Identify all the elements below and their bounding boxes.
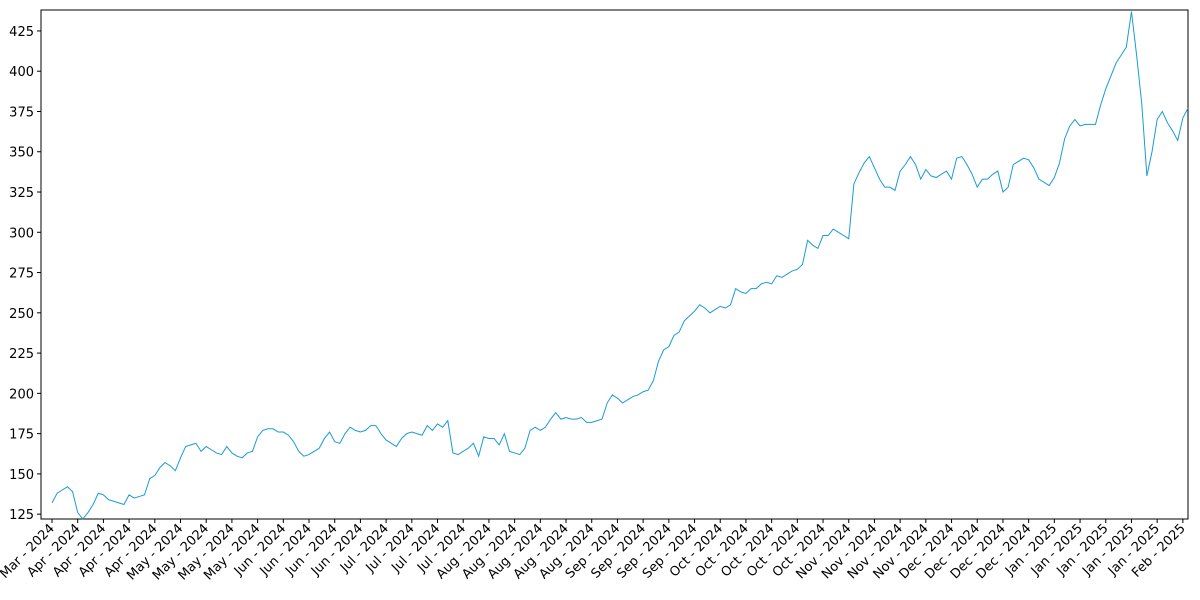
y-tick-label: 175	[9, 428, 34, 443]
y-tick-label: 225	[9, 347, 34, 362]
y-tick-label: 375	[9, 105, 34, 120]
data-line	[51, 11, 1189, 520]
y-tick-label: 200	[9, 387, 34, 402]
y-tick-label: 300	[9, 226, 34, 241]
y-tick-label: 425	[9, 25, 34, 40]
y-tick-label: 125	[9, 508, 34, 523]
y-tick-label: 150	[9, 468, 34, 483]
y-tick-label: 325	[9, 186, 34, 201]
plot-frame	[40, 9, 1189, 520]
y-tick-label: 400	[9, 65, 34, 80]
y-tick-label: 350	[9, 146, 34, 161]
y-tick-label: 250	[9, 307, 34, 322]
y-tick-label: 275	[9, 267, 34, 282]
